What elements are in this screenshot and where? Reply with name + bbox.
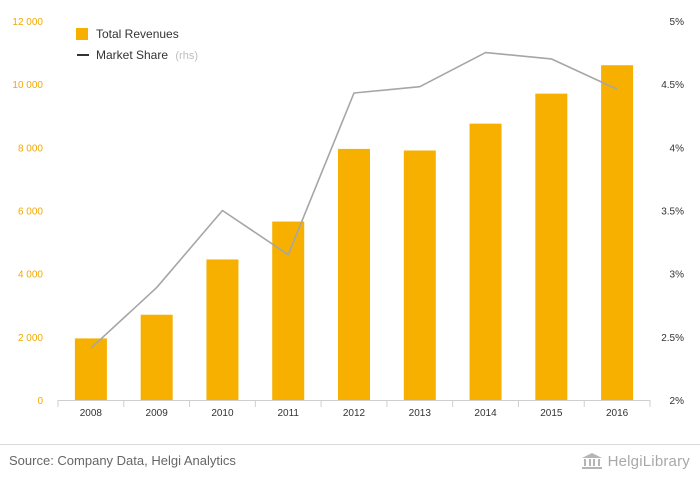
left-tick-label: 10 000 [12, 80, 43, 91]
left-tick-label: 12 000 [12, 17, 43, 28]
brand-logo: HelgiLibrary [580, 451, 690, 471]
bar [470, 124, 502, 400]
bar [141, 315, 173, 400]
legend-label-total-revenues: Total Revenues [96, 27, 179, 41]
library-building-icon [580, 451, 604, 471]
left-axis-ticks: 0 2 000 4 000 6 000 8 000 10 000 12 000 [12, 17, 43, 407]
x-tick-label: 2012 [343, 408, 366, 419]
legend-label-market-share: Market Share (rhs) [96, 48, 198, 62]
bar [338, 149, 370, 400]
x-tick-label: 2015 [540, 408, 563, 419]
x-tick-label: 2008 [80, 408, 103, 419]
right-tick-label: 5% [670, 17, 685, 28]
right-tick-label: 2% [670, 396, 685, 407]
right-tick-label: 3% [670, 270, 685, 281]
legend-swatch-total-revenues [76, 28, 88, 40]
left-tick-label: 8 000 [18, 143, 43, 154]
right-tick-label: 4% [670, 143, 685, 154]
source-text: Source: Company Data, Helgi Analytics [9, 453, 236, 468]
legend-market-share-suffix: (rhs) [175, 50, 198, 62]
x-tick-label: 2010 [211, 408, 234, 419]
legend: Total Revenues Market Share (rhs) [76, 27, 198, 62]
right-tick-label: 2.5% [661, 333, 684, 344]
legend-market-share-name: Market Share [96, 48, 168, 62]
x-tick-label: 2011 [277, 408, 299, 419]
left-tick-label: 2 000 [18, 333, 43, 344]
x-tick-label: 2014 [474, 408, 497, 419]
x-tick-label: 2016 [606, 408, 629, 419]
left-tick-label: 4 000 [18, 270, 43, 281]
bar [535, 94, 567, 400]
left-tick-label: 6 000 [18, 207, 43, 218]
right-axis-ticks: 2% 2.5% 3% 3.5% 4% 4.5% 5% [661, 17, 684, 407]
bar [272, 222, 304, 400]
bar-series [75, 65, 633, 400]
footer: Source: Company Data, Helgi Analytics He… [0, 444, 700, 484]
bar [206, 259, 238, 400]
x-tick-label: 2013 [409, 408, 432, 419]
right-tick-label: 4.5% [661, 80, 684, 91]
x-axis-ticks: 2008 2009 2010 2011 2012 2013 2014 2015 2016 [58, 400, 650, 419]
x-tick-label: 2009 [146, 408, 169, 419]
bar [601, 65, 633, 400]
left-tick-label: 0 [37, 396, 43, 407]
right-tick-label: 3.5% [661, 207, 684, 218]
bar [404, 150, 436, 400]
brand-name: HelgiLibrary [608, 453, 690, 470]
